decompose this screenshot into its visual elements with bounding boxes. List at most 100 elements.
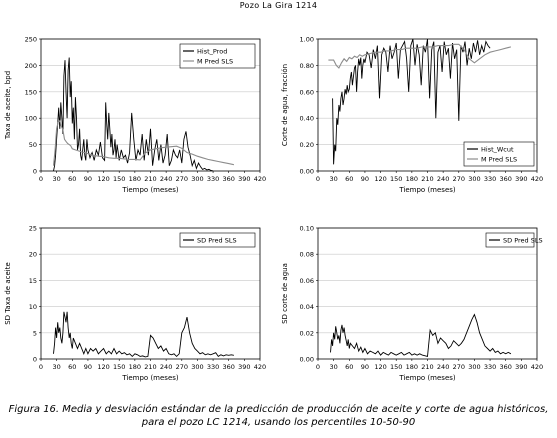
x-tick-label: 360: [223, 363, 235, 371]
x-tick-label: 180: [406, 175, 418, 183]
y-tick-label: 250: [25, 36, 37, 44]
y-axis-label: SD Taxa de aceite: [4, 262, 12, 325]
x-tick-label: 300: [191, 175, 203, 183]
y-tick-label: 0: [33, 356, 37, 364]
legend: Hist_Wcut M Pred SLS: [463, 141, 535, 167]
x-tick-label: 60: [345, 363, 353, 371]
y-tick-label: 0.00: [300, 168, 314, 176]
x-tick-label: 270: [176, 363, 188, 371]
x-tick-label: 0: [316, 175, 320, 183]
x-axis-label: Tiempo (meses): [398, 186, 456, 194]
y-tick-label: 0.80: [300, 62, 314, 70]
y-tick-label: 0.04: [300, 303, 314, 311]
y-tick-label: 0.02: [300, 329, 314, 337]
page-title: Pozo La Gira 1214: [239, 1, 318, 10]
x-tick-label: 90: [361, 175, 369, 183]
legend-box: [485, 232, 535, 248]
legend-box: [179, 43, 256, 69]
legend-label: SD Pred SLS: [197, 237, 237, 245]
figure-caption-line1: Figura 16. Media y desviación estándar d…: [8, 404, 549, 415]
x-tick-label: 120: [97, 363, 109, 371]
x-tick-label: 30: [53, 363, 61, 371]
x-tick-label: 360: [500, 363, 512, 371]
y-tick-label: 0.06: [300, 277, 314, 285]
x-tick-label: 60: [68, 363, 76, 371]
chart-4: 0.00 0.02 0.04 0.06 0.08 0.10 0 30 60 90 120 150 180…: [281, 225, 543, 383]
x-tick-label: 360: [223, 175, 235, 183]
x-tick-label: 420: [531, 175, 543, 183]
x-tick-label: 420: [254, 363, 266, 371]
x-tick-label: 0: [39, 363, 43, 371]
y-tick-label: 150: [25, 88, 37, 96]
x-tick-label: 120: [374, 363, 386, 371]
x-tick-label: 180: [129, 363, 141, 371]
series-line-m-pred-sls: [328, 43, 512, 69]
legend-label: M Pred SLS: [481, 156, 517, 164]
x-tick-label: 240: [437, 175, 449, 183]
legend-box: [179, 232, 256, 248]
x-tick-label: 240: [437, 363, 449, 371]
x-tick-label: 150: [113, 175, 125, 183]
x-tick-label: 270: [176, 175, 188, 183]
x-tick-label: 120: [97, 175, 109, 183]
y-tick-label: 20: [29, 251, 37, 259]
x-tick-label: 270: [453, 175, 465, 183]
x-tick-label: 210: [421, 363, 433, 371]
x-axis-label: Tiempo (meses): [398, 374, 456, 382]
chart-2: 0.00 0.20 0.40 0.60 0.80 1.00 0 30 60 90 120 150 180…: [281, 36, 543, 195]
y-tick-label: 5: [33, 329, 37, 337]
x-tick-label: 60: [68, 175, 76, 183]
x-tick-label: 330: [484, 363, 496, 371]
legend: Hist_Prod M Pred SLS: [179, 43, 256, 69]
chart-1: 0 50 100 150 200 250 0 30 60 90 120 150 180 210 240 270…: [4, 36, 266, 195]
y-tick-label: 200: [25, 62, 37, 70]
legend-box: [463, 141, 535, 167]
x-tick-label: 330: [207, 175, 219, 183]
x-tick-label: 180: [406, 363, 418, 371]
y-tick-label: 10: [29, 303, 37, 311]
series-line-sd-pred-sls: [330, 313, 512, 357]
y-axis-label: Taxa de aceite, bpd: [4, 71, 12, 140]
y-tick-label: 1.00: [300, 36, 314, 44]
x-tick-label: 150: [390, 175, 402, 183]
y-tick-label: 0.40: [300, 115, 314, 123]
x-tick-label: 420: [531, 363, 543, 371]
series-line-hist-wcut: [332, 39, 491, 165]
x-tick-label: 330: [207, 363, 219, 371]
x-tick-label: 30: [330, 363, 338, 371]
x-tick-label: 60: [345, 175, 353, 183]
y-tick-label: 100: [25, 115, 37, 123]
legend: SD Pred SLS: [485, 232, 543, 248]
legend-label: Hist_Prod: [197, 48, 227, 56]
x-tick-label: 390: [515, 363, 527, 371]
x-tick-label: 0: [39, 175, 43, 183]
plot-frame: [317, 227, 538, 360]
y-tick-label: 0: [33, 168, 37, 176]
x-tick-label: 210: [421, 175, 433, 183]
legend-label: Hist_Wcut: [481, 146, 514, 154]
x-tick-label: 210: [144, 363, 156, 371]
legend: SD Pred SLS: [179, 232, 256, 248]
x-tick-label: 90: [361, 363, 369, 371]
y-tick-label: 50: [29, 141, 37, 149]
x-tick-label: 240: [160, 363, 172, 371]
y-tick-label: 0.10: [300, 225, 314, 233]
chart-3: 0 5 10 15 20 25 0 30 60 90 120 150 180 210 240 270 300 33…: [4, 225, 266, 383]
y-tick-label: 25: [29, 225, 37, 233]
x-tick-label: 90: [84, 363, 92, 371]
x-axis-label: Tiempo (meses): [121, 186, 179, 194]
x-tick-label: 240: [160, 175, 172, 183]
x-tick-label: 390: [238, 175, 250, 183]
x-axis-label: Tiempo (meses): [121, 374, 179, 382]
legend-label: SD Pred SLS: [503, 237, 543, 245]
y-tick-label: 15: [29, 277, 37, 285]
x-tick-label: 120: [374, 175, 386, 183]
x-tick-label: 90: [84, 175, 92, 183]
x-tick-label: 0: [316, 363, 320, 371]
x-tick-label: 360: [500, 175, 512, 183]
legend-label: M Pred SLS: [197, 58, 233, 66]
x-tick-label: 270: [453, 363, 465, 371]
x-tick-label: 180: [129, 175, 141, 183]
x-tick-label: 30: [330, 175, 338, 183]
